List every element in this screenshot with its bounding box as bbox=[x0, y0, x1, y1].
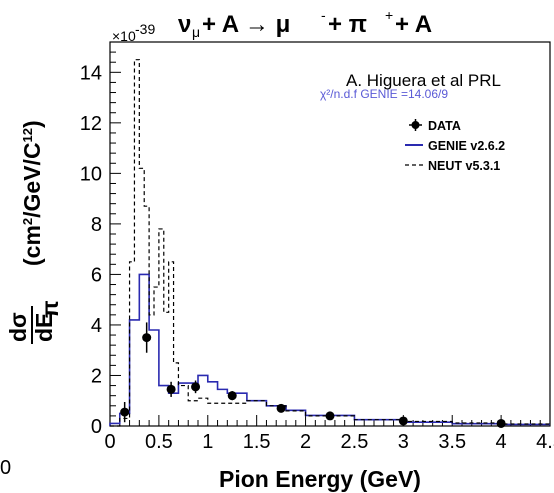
y-axis-ticks: 0 2 4 6 8 10 12 14 bbox=[80, 51, 121, 438]
neut-step-line bbox=[110, 59, 550, 427]
title-scale-exponent: -39 bbox=[135, 21, 155, 37]
legend: DATA GENIE v2.6.2 NEUT v5.3.1 bbox=[405, 119, 505, 173]
y-tick-label: 6 bbox=[91, 264, 102, 286]
y-axis-label: (cm2/GeV/C12) dσ dE π bbox=[5, 120, 63, 344]
title-reaction: ν bbox=[178, 11, 191, 38]
title-tail: + A bbox=[395, 11, 432, 38]
title-mu-sup: - bbox=[321, 7, 326, 23]
legend-data-marker bbox=[411, 121, 420, 129]
data-point bbox=[276, 403, 286, 413]
legend-entry-neut: NEUT v5.3.1 bbox=[405, 159, 500, 173]
data-point bbox=[496, 418, 506, 428]
x-axis-ticks: 0 0.5 1 1.5 2 2.5 3 3.5 4 4.5 bbox=[104, 415, 554, 453]
x-tick-label: 2.5 bbox=[341, 431, 369, 453]
x-tick-label: 3 bbox=[398, 431, 409, 453]
legend-genie-label: GENIE v2.6.2 bbox=[428, 139, 505, 153]
data-point bbox=[142, 333, 152, 343]
legend-entry-genie: GENIE v2.6.2 bbox=[405, 139, 505, 153]
x-tick-label: 4.5 bbox=[536, 431, 554, 453]
title-scale-prefix: ×10 bbox=[112, 28, 136, 44]
x-tick-label: 1 bbox=[202, 431, 213, 453]
citation-annotation: A. Higuera et al PRL bbox=[346, 71, 501, 90]
data-point bbox=[120, 407, 130, 417]
y-label-units: (cm2/GeV/C12) bbox=[19, 120, 45, 266]
title-plus-pi: + π bbox=[328, 11, 367, 38]
x-tick-label: 2 bbox=[300, 431, 311, 453]
data-point bbox=[191, 382, 201, 392]
y-tick-label: 4 bbox=[91, 315, 102, 337]
x-tick-label: 0.5 bbox=[145, 431, 173, 453]
y-tick-label: 12 bbox=[80, 113, 102, 135]
x-tick-label: 0 bbox=[104, 431, 115, 453]
y-tick-label: 2 bbox=[91, 365, 102, 387]
y-tick-label: 14 bbox=[80, 62, 102, 84]
y-label-numerator: dσ bbox=[5, 312, 31, 342]
series-group bbox=[109, 59, 550, 428]
genie-step-line bbox=[109, 273, 550, 426]
x-axis-label: Pion Energy (GeV) bbox=[219, 466, 421, 492]
title-rest: + A → μ bbox=[202, 11, 290, 38]
y-tick-label: 10 bbox=[80, 163, 102, 185]
y-tick-label: 0 bbox=[91, 416, 102, 438]
legend-entry-data: DATA bbox=[409, 119, 461, 133]
x-tick-label: 4 bbox=[496, 431, 507, 453]
title-pi-sup: + bbox=[385, 7, 393, 23]
legend-neut-label: NEUT v5.3.1 bbox=[428, 159, 500, 173]
data-point bbox=[398, 416, 408, 426]
x-tick-label: 3.5 bbox=[438, 431, 466, 453]
title-reaction-sub: μ bbox=[192, 24, 200, 40]
stray-zero-label: 0 bbox=[0, 457, 11, 479]
y-label-denominator-sub: π bbox=[37, 300, 63, 318]
data-point bbox=[166, 384, 176, 394]
chi2-annotation: χ²/n.d.f GENIE =14.06/9 bbox=[320, 87, 448, 101]
chart-title: ×10 -39 ν μ + A → μ - + π + + A bbox=[112, 7, 432, 44]
data-point bbox=[325, 411, 335, 421]
y-label-denominator: dE bbox=[31, 313, 57, 342]
y-tick-label: 8 bbox=[91, 214, 102, 236]
data-point bbox=[227, 391, 237, 401]
x-tick-label: 1.5 bbox=[243, 431, 271, 453]
legend-data-label: DATA bbox=[428, 119, 461, 133]
